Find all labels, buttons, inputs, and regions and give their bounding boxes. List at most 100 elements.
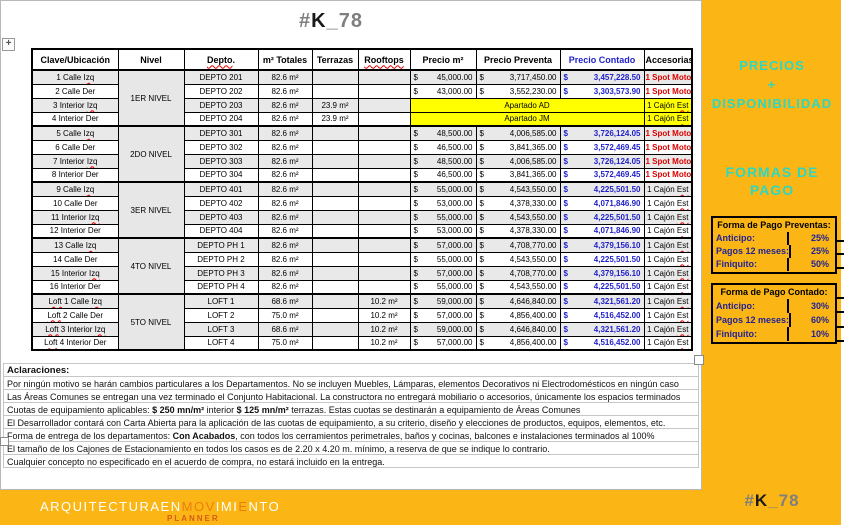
m2-cell[interactable]: 82.6 m² (257, 167, 313, 183)
header-rooftops[interactable]: Rooftops (357, 48, 411, 71)
precio-m2-cell[interactable]: $45,000.00 (409, 69, 477, 85)
accesorias-cell[interactable]: 1 Cajón Est (643, 209, 693, 225)
terrazas-cell[interactable] (311, 265, 359, 281)
depto-cell[interactable]: DEPTO 303 (183, 153, 259, 169)
rooftops-cell[interactable] (357, 279, 411, 295)
note-line[interactable]: Cuotas de equipamiento aplicables: $ 250… (3, 402, 699, 416)
clave-cell[interactable]: 15 Interior Izq (31, 265, 119, 281)
apartado-cell[interactable]: Apartado JM (409, 111, 645, 127)
payment-row[interactable]: Finiquito: 10% (713, 327, 835, 341)
precio-m2-cell[interactable]: $57,000.00 (409, 265, 477, 281)
terrazas-cell[interactable] (311, 181, 359, 197)
m2-cell[interactable]: 82.6 m² (257, 97, 313, 113)
contado-cell[interactable]: $4,225,501.50 (559, 209, 645, 225)
preventa-cell[interactable]: $4,646,840.00 (475, 293, 561, 309)
contado-cell[interactable]: $4,225,501.50 (559, 279, 645, 295)
depto-cell[interactable]: DEPTO PH 2 (183, 251, 259, 267)
accesorias-cell[interactable]: 1 Spot Moto (643, 125, 693, 141)
header-accesorias[interactable]: Accesorias (643, 48, 693, 71)
depto-cell[interactable]: DEPTO 401 (183, 181, 259, 197)
header-precio-m2[interactable]: Precio m² (409, 48, 477, 71)
clave-cell[interactable]: 10 Calle Der (31, 195, 119, 211)
preventa-cell[interactable]: $4,708,770.00 (475, 237, 561, 253)
preventa-cell[interactable]: $4,378,330.00 (475, 195, 561, 211)
depto-cell[interactable]: LOFT 1 (183, 293, 259, 309)
rooftops-cell[interactable] (357, 97, 411, 113)
terrazas-cell[interactable] (311, 83, 359, 99)
preventa-cell[interactable]: $4,378,330.00 (475, 223, 561, 239)
clave-cell[interactable]: 3 Interior Izq (31, 97, 119, 113)
nivel-cell[interactable]: 5TO NIVEL (117, 293, 185, 351)
note-line[interactable]: Forma de entrega de los departamentos: C… (3, 428, 699, 442)
rooftops-cell[interactable] (357, 265, 411, 281)
header-contado[interactable]: Precio Contado (559, 48, 645, 71)
m2-cell[interactable]: 82.6 m² (257, 195, 313, 211)
contado-cell[interactable]: $3,572,469.45 (559, 167, 645, 183)
rooftops-cell[interactable] (357, 125, 411, 141)
preventa-cell[interactable]: $4,543,550.00 (475, 181, 561, 197)
depto-cell[interactable]: DEPTO 201 (183, 69, 259, 85)
depto-cell[interactable]: DEPTO 402 (183, 195, 259, 211)
precio-m2-cell[interactable]: $43,000.00 (409, 83, 477, 99)
payment-row[interactable]: Anticipo: 25% (713, 232, 835, 245)
depto-cell[interactable]: DEPTO 304 (183, 167, 259, 183)
accesorias-cell[interactable]: 1 Cajón Est (643, 97, 693, 113)
accesorias-cell[interactable]: 1 Spot Moto (643, 167, 693, 183)
accesorias-cell[interactable]: 1 Cajón Est (643, 195, 693, 211)
m2-cell[interactable]: 68.6 m² (257, 321, 313, 337)
rooftops-cell[interactable] (357, 167, 411, 183)
contado-cell[interactable]: $4,321,561.20 (559, 321, 645, 337)
note-line[interactable]: Cualquier concepto no especificado en el… (3, 454, 699, 468)
depto-cell[interactable]: DEPTO 404 (183, 223, 259, 239)
rooftops-cell[interactable] (357, 83, 411, 99)
m2-cell[interactable]: 82.6 m² (257, 139, 313, 155)
nivel-cell[interactable]: 4TO NIVEL (117, 237, 185, 295)
rooftops-cell[interactable] (357, 195, 411, 211)
accesorias-cell[interactable]: 1 Spot Moto (643, 139, 693, 155)
m2-cell[interactable]: 75.0 m² (257, 307, 313, 323)
rooftops-cell[interactable]: 10.2 m² (357, 321, 411, 337)
precio-m2-cell[interactable]: $57,000.00 (409, 335, 477, 351)
rooftops-cell[interactable] (357, 139, 411, 155)
clave-cell[interactable]: 8 Interior Der (31, 167, 119, 183)
header-terrazas[interactable]: Terrazas (311, 48, 359, 71)
terrazas-cell[interactable] (311, 293, 359, 309)
depto-cell[interactable]: DEPTO 301 (183, 125, 259, 141)
contado-cell[interactable]: $4,225,501.50 (559, 181, 645, 197)
rooftops-cell[interactable] (357, 111, 411, 127)
terrazas-cell[interactable] (311, 167, 359, 183)
depto-cell[interactable]: DEPTO 302 (183, 139, 259, 155)
header-nivel[interactable]: Nivel (117, 48, 185, 71)
m2-cell[interactable]: 75.0 m² (257, 335, 313, 351)
contado-cell[interactable]: $4,321,561.20 (559, 293, 645, 309)
depto-cell[interactable]: LOFT 3 (183, 321, 259, 337)
rooftops-cell[interactable] (357, 69, 411, 85)
m2-cell[interactable]: 82.6 m² (257, 153, 313, 169)
clave-cell[interactable]: 6 Calle Der (31, 139, 119, 155)
accesorias-cell[interactable]: 1 Cajón Est (643, 293, 693, 309)
move-handle-icon[interactable]: + (2, 38, 15, 51)
precio-m2-cell[interactable]: $59,000.00 (409, 321, 477, 337)
accesorias-cell[interactable]: 1 Cajón Est (643, 251, 693, 267)
rooftops-cell[interactable] (357, 251, 411, 267)
rooftops-cell[interactable] (357, 209, 411, 225)
rooftops-cell[interactable]: 10.2 m² (357, 293, 411, 309)
terrazas-cell[interactable]: 23.9 m² (311, 111, 359, 127)
precio-m2-cell[interactable]: $55,000.00 (409, 209, 477, 225)
clave-cell[interactable]: 16 Interior Der (31, 279, 119, 295)
m2-cell[interactable]: 82.6 m² (257, 237, 313, 253)
accesorias-cell[interactable]: 1 Cajón Est (643, 111, 693, 127)
terrazas-cell[interactable] (311, 335, 359, 351)
m2-cell[interactable]: 82.6 m² (257, 265, 313, 281)
rooftops-cell[interactable]: 10.2 m² (357, 307, 411, 323)
preventa-cell[interactable]: $4,856,400.00 (475, 335, 561, 351)
depto-cell[interactable]: DEPTO 403 (183, 209, 259, 225)
accesorias-cell[interactable]: 1 Cajón Est (643, 181, 693, 197)
preventa-cell[interactable]: $3,552,230.00 (475, 83, 561, 99)
note-line[interactable]: Por ningún motivo se harán cambios parti… (3, 376, 699, 390)
notes-heading[interactable]: Aclaraciones: (3, 363, 699, 377)
note-line[interactable]: Las Áreas Comunes se entregan una vez te… (3, 389, 699, 403)
terrazas-cell[interactable] (311, 279, 359, 295)
preventa-cell[interactable]: $3,717,450.00 (475, 69, 561, 85)
depto-cell[interactable]: DEPTO 203 (183, 97, 259, 113)
